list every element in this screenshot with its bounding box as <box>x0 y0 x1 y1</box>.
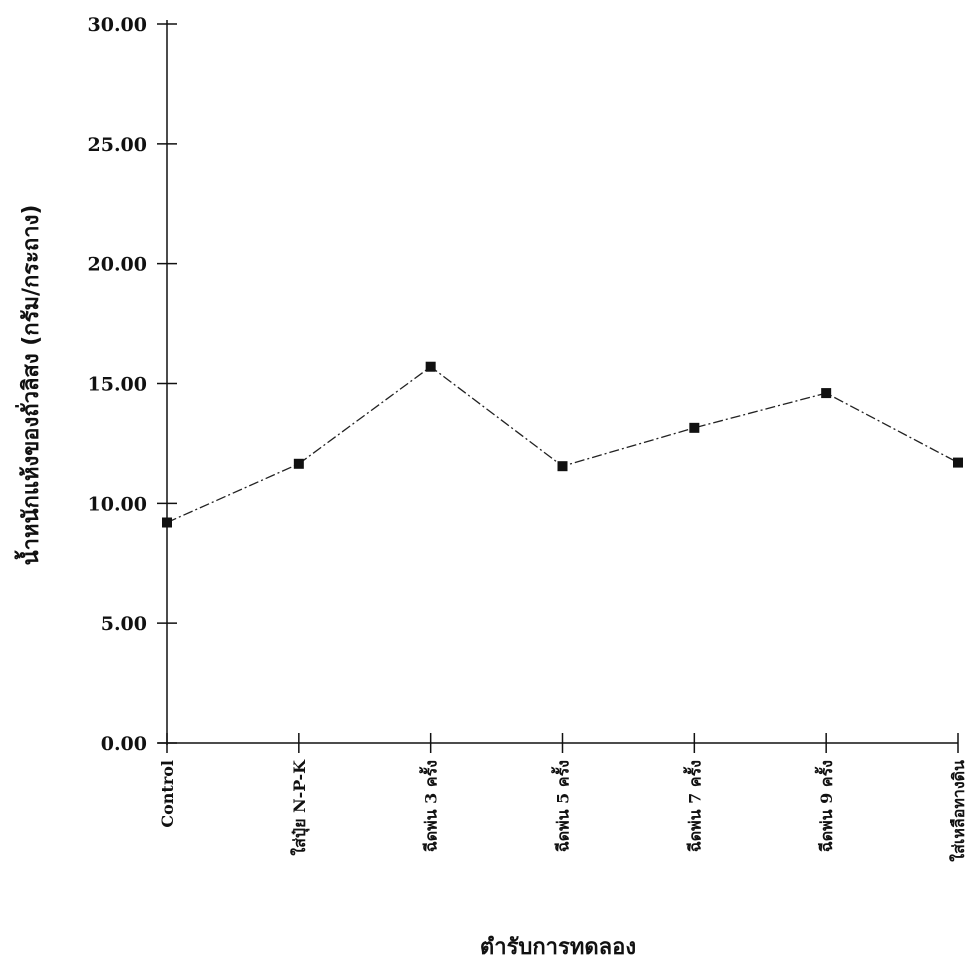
y-tick-label: 20.00 <box>88 254 148 276</box>
y-tick-label: 30.00 <box>88 14 148 36</box>
x-tick-label: ฉีดพ่น 7 ครั้ง <box>682 760 704 852</box>
y-tick-label: 5.00 <box>101 613 147 635</box>
x-tick-label: ฉีดพ่น 3 ครั้ง <box>419 760 441 852</box>
y-tick-label: 0.00 <box>101 733 147 755</box>
y-axis-title: น้ำหนักแห้งของถั่วลิสง (กรัม/กระถาง) <box>14 205 44 566</box>
data-point-marker <box>557 461 568 472</box>
data-point-marker <box>293 458 304 469</box>
x-tick-label: ใส่ปุ๋ย N-P-K <box>290 759 310 856</box>
data-point-marker <box>689 422 700 433</box>
x-tick-label: ฉีดพ่น 5 ครั้ง <box>551 760 573 852</box>
series-line <box>166 365 959 524</box>
data-point-marker <box>821 388 832 399</box>
series-layer <box>162 361 963 528</box>
y-tick-label: 10.00 <box>88 493 148 515</box>
data-point-marker <box>953 457 963 468</box>
x-tick-label: ใส่เหลือทางดิน <box>949 760 968 862</box>
data-point-marker <box>425 361 436 372</box>
y-tick-label: 25.00 <box>88 134 148 156</box>
x-tick-label: ฉีดพ่น 9 ครั้ง <box>814 760 836 852</box>
x-axis-title: ตำรับการทดลอง <box>480 935 636 960</box>
y-tick-label: 15.00 <box>88 374 148 396</box>
x-axis-ticks: Control ใส่ปุ๋ย N-P-K ฉีดพ่น 3 ครั้ง ฉีดพ่น… <box>158 733 968 862</box>
y-axis-ticks: 0.00 5.00 10.00 15.00 20.00 25.00 30.00 <box>88 14 177 755</box>
x-tick-label: Control <box>158 760 177 828</box>
data-point-marker <box>162 517 172 528</box>
